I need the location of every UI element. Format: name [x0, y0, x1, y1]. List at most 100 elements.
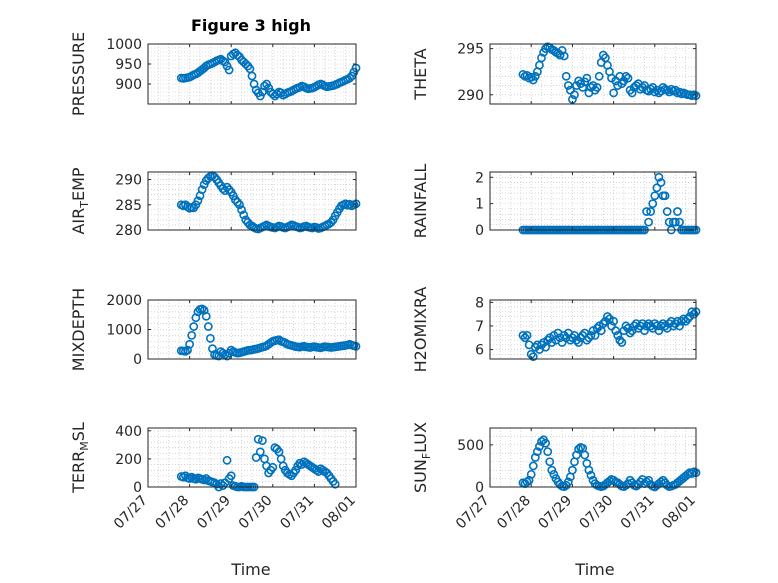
subplot-1: 900 950 1000 PRESSURE — [69, 32, 361, 116]
y-tick-label: 280 — [115, 223, 142, 239]
data-point — [222, 455, 232, 465]
data-point — [185, 339, 194, 349]
data-point — [193, 196, 203, 206]
data-point — [683, 314, 693, 324]
data-point — [660, 191, 670, 201]
data-point — [253, 434, 263, 444]
data-point — [580, 450, 590, 460]
data-point — [330, 479, 340, 489]
data-point — [594, 71, 604, 81]
data-point — [650, 191, 660, 201]
subplot-4: 0 1 2 RAINFALL — [411, 164, 701, 239]
subplot-3: 280 285 290 AIRTEMP — [69, 167, 361, 239]
subplot-6: 6 7 8 H2OMIXRA — [411, 287, 701, 372]
data-point — [662, 207, 672, 216]
data-point — [563, 477, 573, 487]
data-point — [646, 207, 656, 216]
data-point — [201, 311, 211, 321]
data-point — [640, 326, 649, 336]
y-tick-label: 6 — [475, 343, 484, 359]
y-tick-label: 290 — [457, 88, 484, 104]
data-point — [644, 475, 654, 485]
y-tick-label: 1 — [475, 197, 484, 213]
data-point — [650, 87, 660, 97]
x-axis-label-right: Time — [574, 560, 614, 579]
data-point — [640, 81, 649, 90]
data-point — [545, 457, 555, 467]
y-axis-label: SUNFLUX — [411, 422, 433, 493]
data-point — [526, 469, 536, 479]
data-point — [613, 330, 623, 340]
y-axis-label: MIXDEPTH — [69, 288, 88, 371]
axes-box — [489, 299, 697, 360]
data-point — [543, 447, 553, 456]
data-point — [251, 453, 261, 462]
data-point — [578, 82, 588, 92]
data-point — [673, 207, 682, 216]
data-point — [187, 330, 197, 340]
axes-box — [147, 171, 357, 231]
data-point — [687, 307, 697, 317]
y-tick-label: 950 — [115, 57, 142, 73]
data-point — [528, 461, 538, 471]
data-point — [656, 178, 666, 187]
data-point — [547, 465, 557, 475]
data-point — [345, 199, 355, 209]
axes-box — [489, 427, 697, 488]
subplot-5: 0 1000 2000 MIXDEPTH — [69, 288, 361, 371]
data-point — [532, 447, 542, 456]
y-tick-label: 200 — [115, 452, 142, 468]
data-point — [257, 436, 267, 446]
data-point — [189, 322, 199, 331]
y-axis-label: PRESSURE — [69, 32, 88, 116]
data-point — [555, 50, 565, 60]
data-point — [260, 81, 269, 91]
data-point — [518, 70, 528, 79]
data-point — [530, 71, 540, 81]
data-point — [226, 471, 236, 481]
data-point — [671, 217, 680, 227]
data-point — [654, 88, 664, 98]
axes-box — [489, 43, 697, 105]
subplot-2: 290 295 THETA — [411, 42, 701, 105]
data-point — [268, 462, 278, 472]
data-point — [522, 477, 532, 487]
data-point — [235, 200, 244, 210]
data-point — [623, 73, 633, 83]
data-point — [603, 312, 612, 321]
data-point — [617, 338, 627, 347]
y-tick-label: 295 — [457, 42, 484, 58]
data-point — [609, 88, 618, 98]
data-point — [611, 326, 621, 336]
data-point — [621, 321, 631, 331]
data-point — [570, 90, 579, 100]
data-point — [278, 461, 288, 471]
data-point — [247, 71, 257, 81]
y-axis-label: THETA — [411, 48, 430, 100]
data-point — [598, 319, 608, 328]
data-point — [255, 447, 265, 457]
data-point — [528, 352, 538, 362]
data-point — [654, 326, 664, 336]
figure-title: Figure 3 high — [191, 16, 311, 35]
y-tick-label: 900 — [115, 77, 142, 93]
data-point — [537, 437, 546, 446]
data-point — [675, 217, 684, 227]
data-point — [662, 85, 672, 95]
y-tick-label: 1000 — [106, 323, 142, 339]
data-point — [609, 316, 618, 326]
data-point — [588, 81, 598, 90]
data-point — [203, 322, 213, 331]
data-point — [627, 88, 637, 98]
y-axis-label: RAINFALL — [411, 164, 430, 239]
data-point — [518, 330, 528, 340]
x-axis-label-left: Time — [230, 560, 270, 579]
data-point — [625, 328, 635, 338]
data-point — [621, 71, 631, 81]
y-tick-label: 2 — [475, 170, 484, 186]
y-tick-label: 400 — [115, 424, 142, 440]
data-point — [586, 330, 596, 340]
data-point — [522, 330, 532, 340]
data-point — [537, 53, 546, 63]
y-tick-label: 0 — [475, 223, 484, 239]
